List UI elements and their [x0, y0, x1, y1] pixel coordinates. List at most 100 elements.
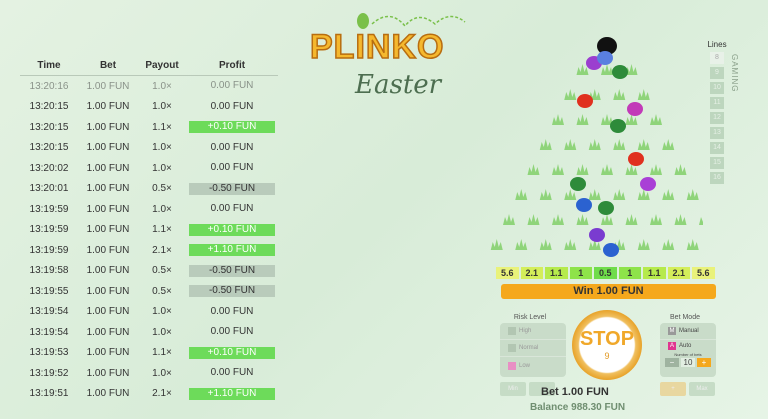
multiplier-bin: 2.1 [520, 267, 543, 279]
grass-peg-icon [490, 239, 503, 250]
risk-normal-label: Normal [519, 345, 539, 351]
grass-peg-icon [552, 164, 564, 175]
table-header: Time Bet Payout Profit [20, 60, 278, 76]
cell-payout: 1.0× [152, 80, 172, 92]
cell-time: 13:20:15 [29, 142, 69, 154]
grass-peg-icon [699, 217, 703, 225]
cell-bet: 1.00 FUN [86, 203, 130, 215]
grass-peg-icon [625, 164, 638, 175]
cell-bet: 1.00 FUN [86, 183, 130, 195]
grass-peg-icon [515, 189, 528, 200]
cell-time: 13:19:55 [29, 285, 69, 297]
table-row: 13:19:53 1.00 FUN 1.1× +0.10 FUN [20, 343, 278, 364]
bet-mode-panel: M Manual A Auto Number of bets − 10 + [660, 323, 716, 377]
grass-peg-icon [613, 189, 626, 200]
grass-peg-icon [613, 139, 626, 150]
lines-option-13[interactable]: 13 [710, 127, 724, 139]
multiplier-bin: 2.1 [667, 267, 690, 279]
cell-bet: 1.00 FUN [86, 285, 130, 297]
grass-peg-icon [637, 139, 650, 150]
table-row: 13:20:15 1.00 FUN 1.0× 0.00 FUN [20, 138, 278, 159]
easter-egg-ball-icon [640, 177, 656, 191]
increase-bets-button[interactable]: + [697, 358, 711, 367]
cell-payout: 0.5× [152, 285, 172, 297]
easter-egg-ball-icon [577, 94, 593, 108]
min-bet-button[interactable]: Min [500, 382, 526, 396]
grass-peg-icon [686, 239, 699, 250]
cell-payout: 1.0× [152, 142, 172, 154]
risk-level-label: Risk Level [513, 314, 547, 321]
grass-peg-icon [674, 214, 687, 225]
cell-profit: 0.00 FUN [210, 100, 254, 112]
lines-option-10[interactable]: 10 [710, 82, 724, 94]
grass-peg-icon [564, 189, 577, 200]
bet-amount: Bet 1.00 FUN [541, 386, 609, 398]
egg-icon [357, 13, 466, 29]
cell-time: 13:20:01 [29, 183, 69, 195]
max-bet-button[interactable]: Max [689, 382, 715, 396]
increase-bet-button[interactable]: + [660, 382, 686, 396]
cell-time: 13:19:54 [29, 306, 69, 318]
auto-icon: A [668, 342, 676, 350]
easter-egg-ball-icon [603, 243, 619, 257]
cell-bet: 1.00 FUN [86, 224, 130, 236]
cell-time: 13:19:54 [29, 326, 69, 338]
grass-peg-icon [515, 239, 528, 250]
table-row: 13:19:59 1.00 FUN 1.0× 0.00 FUN [20, 199, 278, 220]
table-row: 13:20:02 1.00 FUN 1.0× 0.00 FUN [20, 158, 278, 179]
grass-peg-icon [637, 89, 650, 100]
grass-peg-icon [539, 239, 552, 250]
lines-option-9[interactable]: 9 [710, 67, 724, 79]
grass-peg-icon [552, 214, 564, 225]
easter-egg-ball-icon [612, 65, 628, 79]
cell-profit: -0.50 FUN [189, 182, 275, 195]
header-profit: Profit [218, 60, 246, 71]
cell-time: 13:19:59 [29, 203, 69, 215]
risk-low[interactable]: Low [500, 357, 566, 374]
grass-peg-icon [662, 239, 675, 250]
mode-auto[interactable]: A Auto [660, 340, 716, 352]
table-row: 13:20:15 1.00 FUN 1.0× 0.00 FUN [20, 97, 278, 118]
stop-button[interactable]: STOP 9 [572, 310, 642, 380]
cell-payout: 1.0× [152, 367, 172, 379]
remaining-bets-count: 9 [604, 351, 610, 361]
cell-payout: 1.0× [152, 306, 172, 318]
logo-title: PLINKO [309, 27, 445, 67]
number-of-bets-input[interactable]: 10 [681, 358, 695, 367]
cell-profit: -0.50 FUN [189, 264, 275, 277]
lines-option-11[interactable]: 11 [710, 97, 724, 109]
cell-payout: 1.0× [152, 162, 172, 174]
lines-option-16[interactable]: 16 [710, 172, 724, 184]
multiplier-bin: 5.6 [692, 267, 715, 279]
lines-option-14[interactable]: 14 [710, 142, 724, 154]
cell-payout: 0.5× [152, 265, 172, 277]
brand-logo: GAMING [730, 54, 739, 93]
grass-peg-icon [564, 239, 577, 250]
grass-peg-icon [527, 164, 540, 175]
risk-low-label: Low [519, 362, 531, 369]
grass-peg-icon [552, 114, 564, 125]
lines-option-15[interactable]: 15 [710, 157, 724, 169]
cell-profit: 0.00 FUN [210, 141, 254, 153]
decrease-bet-button[interactable]: − [529, 382, 555, 396]
cell-payout: 0.5× [152, 183, 172, 195]
risk-normal[interactable]: Normal [500, 340, 566, 357]
mode-manual[interactable]: M Manual [660, 323, 716, 340]
manual-label: Manual [679, 328, 699, 334]
grass-peg-icon [576, 64, 589, 75]
lines-option-8[interactable]: 8 [710, 52, 724, 64]
risk-high-label: High [519, 328, 532, 334]
low-icon [508, 361, 516, 370]
cell-profit: 0.00 FUN [210, 305, 254, 317]
decrease-bets-button[interactable]: − [665, 358, 679, 367]
number-of-bets-label: Number of bets [674, 352, 702, 357]
game-logo: PLINKO Easter [309, 12, 470, 102]
cell-profit: 0.00 FUN [210, 203, 254, 215]
cell-time: 13:19:59 [29, 244, 69, 256]
grass-peg-icon [625, 214, 638, 225]
cell-time: 13:19:51 [29, 388, 69, 400]
risk-high[interactable]: High [500, 323, 566, 340]
grass-peg-icon [637, 189, 650, 200]
grass-peg-icon [613, 89, 626, 100]
lines-option-12[interactable]: 12 [710, 112, 724, 124]
